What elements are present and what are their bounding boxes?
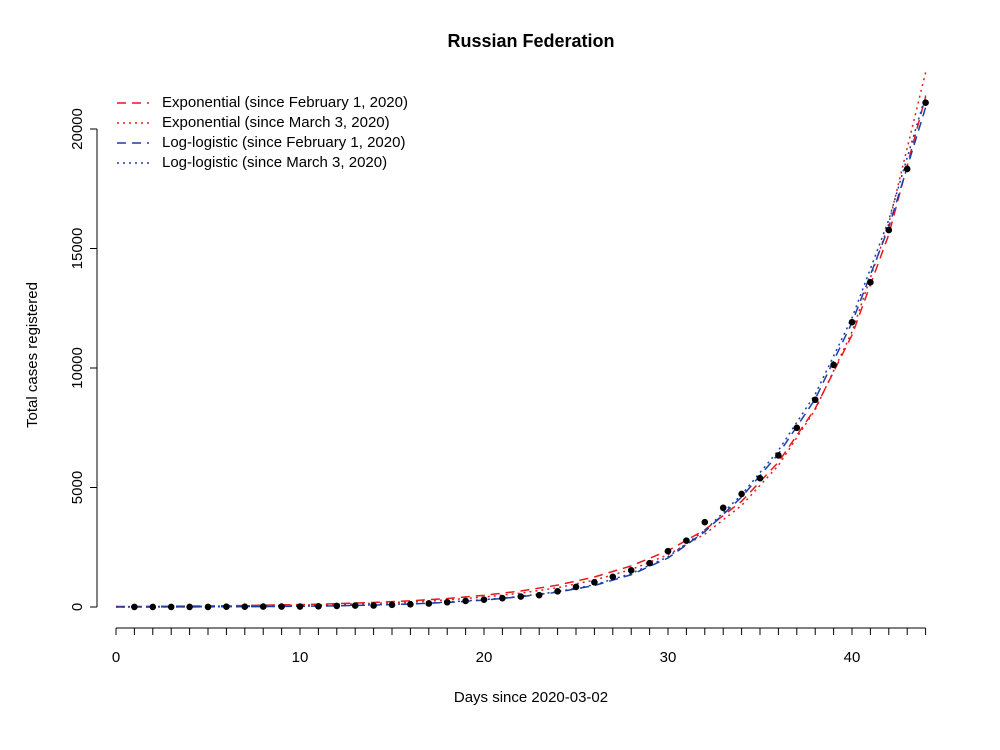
data-point (719, 504, 727, 512)
chart-title: Russian Federation (447, 31, 614, 51)
data-point (351, 602, 359, 609)
data-point (241, 603, 249, 610)
y-tick-label: 20000 (69, 108, 86, 150)
legend-label: Exponential (since February 1, 2020) (162, 94, 408, 111)
data-point (701, 518, 709, 526)
x-tick-label: 0 (112, 649, 120, 666)
data-point (131, 603, 138, 611)
legend-label: Log-logistic (since March 3, 2020) (162, 154, 387, 171)
data-point (517, 593, 525, 600)
data-point (296, 603, 304, 610)
data-point (443, 598, 451, 606)
data-point (149, 603, 157, 611)
data-point (627, 567, 635, 574)
x-tick-label: 20 (476, 649, 493, 666)
legend-label: Exponential (since March 3, 2020) (162, 114, 390, 131)
data-point (554, 587, 561, 595)
data-point (664, 547, 672, 555)
data-point (223, 603, 230, 610)
fit-curve (115, 96, 927, 608)
data-point (167, 603, 175, 611)
data-point (333, 602, 341, 610)
fit-curve (115, 95, 927, 608)
data-point (848, 318, 856, 326)
data-point (922, 99, 929, 106)
y-tick-label: 15000 (69, 228, 86, 270)
data-point (738, 490, 745, 498)
fit-curve (115, 107, 927, 608)
data-point (793, 424, 801, 432)
data-point (591, 578, 598, 586)
y-axis-label: Total cases registered (24, 282, 41, 428)
data-point (756, 474, 764, 482)
x-tick-label: 40 (844, 649, 861, 666)
x-tick-label: 30 (660, 649, 677, 666)
data-point (462, 597, 469, 605)
data-point (499, 594, 506, 602)
legend-label: Log-logistic (since February 1, 2020) (162, 134, 405, 151)
data-point (903, 165, 911, 173)
data-point (278, 603, 285, 610)
data-point (186, 603, 193, 611)
data-point (867, 279, 874, 286)
data-point (407, 600, 414, 608)
data-point (204, 603, 212, 611)
data-point (811, 396, 819, 404)
data-point (775, 452, 782, 459)
data-point (388, 601, 396, 609)
data-point (480, 596, 488, 603)
data-point (609, 573, 617, 581)
data-point (259, 603, 267, 610)
y-tick-label: 10000 (69, 347, 86, 389)
data-point (370, 602, 377, 609)
data-point (425, 600, 433, 607)
x-axis-label: Days since 2020-03-02 (454, 689, 608, 706)
data-point (315, 603, 322, 610)
y-tick-label: 0 (69, 603, 86, 611)
y-tick-label: 5000 (69, 471, 86, 504)
data-point (646, 559, 653, 567)
data-point (885, 226, 893, 234)
data-point (830, 361, 837, 369)
data-point (572, 583, 580, 591)
data-point (683, 537, 690, 544)
fit-curve (115, 72, 927, 608)
x-tick-label: 10 (292, 649, 309, 666)
data-point (535, 591, 543, 599)
